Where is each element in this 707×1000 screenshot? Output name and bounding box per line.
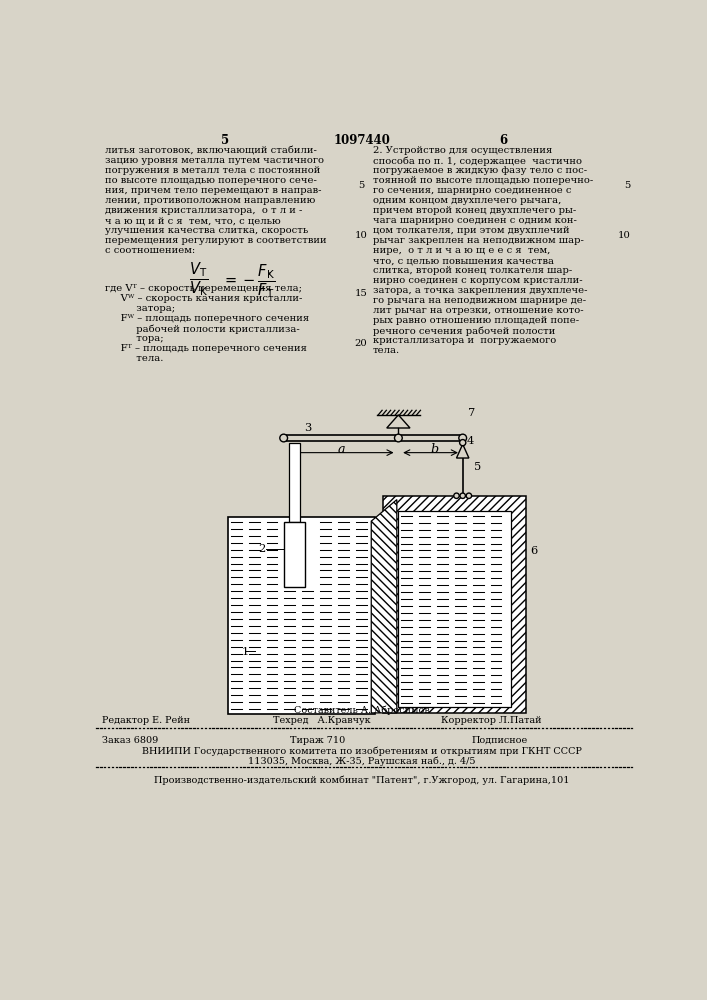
Text: Fᵀ – площадь поперечного сечения: Fᵀ – площадь поперечного сечения	[105, 344, 308, 353]
Text: ч а ю щ и й с я  тем, что, с целью: ч а ю щ и й с я тем, что, с целью	[105, 216, 281, 225]
Text: способа по п. 1, содержащее  частично: способа по п. 1, содержащее частично	[373, 156, 582, 166]
Text: b: b	[430, 443, 438, 456]
Text: что, с целью повышения качества: что, с целью повышения качества	[373, 256, 554, 265]
Text: 4: 4	[467, 436, 474, 446]
Text: го сечения, шарнирно соединенное с: го сечения, шарнирно соединенное с	[373, 186, 571, 195]
Polygon shape	[457, 444, 469, 458]
Text: одним концом двухплечего рычага,: одним концом двухплечего рычага,	[373, 196, 561, 205]
Circle shape	[454, 493, 460, 498]
Text: тела.: тела.	[105, 354, 164, 363]
Text: Подписное: Подписное	[472, 736, 528, 745]
Text: затора;: затора;	[105, 304, 175, 313]
Circle shape	[459, 434, 467, 442]
Text: нирно соединен с корпусом кристалли-: нирно соединен с корпусом кристалли-	[373, 276, 583, 285]
Text: лении, противоположном направлению: лении, противоположном направлению	[105, 196, 316, 205]
Text: Заказ 6809: Заказ 6809	[103, 736, 158, 745]
Text: ,: ,	[267, 263, 271, 276]
Text: 3: 3	[304, 423, 311, 433]
Text: слитка, второй конец толкателя шар-: слитка, второй конец толкателя шар-	[373, 266, 572, 275]
Text: чага шарнирно соединен с одним кон-: чага шарнирно соединен с одним кон-	[373, 216, 577, 225]
Text: 2: 2	[258, 544, 265, 554]
Polygon shape	[371, 500, 397, 713]
Text: Корректор Л.Патай: Корректор Л.Патай	[441, 716, 542, 725]
Text: нире,  о т л и ч а ю щ е е с я  тем,: нире, о т л и ч а ю щ е е с я тем,	[373, 246, 550, 255]
Text: ВНИИПИ Государственного комитета по изобретениям и открытиям при ГКНТ СССР: ВНИИПИ Государственного комитета по изоб…	[142, 746, 582, 756]
Bar	[228, 517, 375, 714]
Text: улучшения качества слитка, скорость: улучшения качества слитка, скорость	[105, 226, 309, 235]
Text: движения кристаллизатора,  о т л и -: движения кристаллизатора, о т л и -	[105, 206, 303, 215]
Text: тоянной по высоте площадью поперечно-: тоянной по высоте площадью поперечно-	[373, 176, 593, 185]
Text: 5: 5	[358, 181, 364, 190]
Text: 5: 5	[624, 181, 631, 190]
Circle shape	[460, 493, 465, 498]
Text: 113035, Москва, Ж-35, Раушская наб., д. 4/5: 113035, Москва, Ж-35, Раушская наб., д. …	[248, 756, 476, 766]
Text: 6: 6	[499, 134, 507, 147]
Bar	[289, 443, 300, 522]
Text: 6: 6	[530, 546, 537, 556]
Text: цом толкателя, при этом двухплечий: цом толкателя, при этом двухплечий	[373, 226, 569, 235]
Text: Техред   А.Кравчук: Техред А.Кравчук	[273, 716, 370, 725]
Bar	[284, 522, 305, 587]
Text: 20: 20	[355, 339, 368, 348]
Text: 7: 7	[468, 408, 475, 418]
Text: 2. Устройство для осуществления: 2. Устройство для осуществления	[373, 146, 552, 155]
Text: 5: 5	[221, 134, 230, 147]
Text: Fᵂ – площадь поперечного сечения: Fᵂ – площадь поперечного сечения	[105, 314, 310, 323]
Text: кристаллизатора и  погружаемого: кристаллизатора и погружаемого	[373, 336, 556, 345]
Text: $= -\dfrac{F_{\rm K}}{F_{\rm T}}$: $= -\dfrac{F_{\rm K}}{F_{\rm T}}$	[222, 262, 275, 300]
Text: 1: 1	[242, 647, 249, 657]
Text: тела.: тела.	[373, 346, 400, 355]
Text: Составитель А. Абросимов: Составитель А. Абросимов	[294, 705, 430, 715]
Text: Vᵂ – скорость качания кристалли-: Vᵂ – скорость качания кристалли-	[105, 294, 303, 303]
Text: причем второй конец двухплечего ры-: причем второй конец двухплечего ры-	[373, 206, 576, 215]
Text: где Vᵀ – скорость перемещения тела;: где Vᵀ – скорость перемещения тела;	[105, 284, 303, 293]
Text: 1097440: 1097440	[334, 134, 390, 147]
Circle shape	[466, 493, 472, 498]
Text: по высоте площадью поперечного сече-: по высоте площадью поперечного сече-	[105, 176, 317, 185]
Circle shape	[280, 434, 288, 442]
Text: го рычага на неподвижном шарнире де-: го рычага на неподвижном шарнире де-	[373, 296, 586, 305]
Text: 5: 5	[474, 462, 481, 472]
Polygon shape	[387, 415, 410, 428]
Bar	[284, 435, 462, 441]
Text: рых равно отношению площадей попе-: рых равно отношению площадей попе-	[373, 316, 579, 325]
Text: литья заготовок, включающий стабили-: литья заготовок, включающий стабили-	[105, 146, 317, 155]
Circle shape	[395, 434, 402, 442]
Text: рабочей полости кристаллиза-: рабочей полости кристаллиза-	[105, 324, 300, 334]
Circle shape	[460, 440, 466, 446]
Text: с соотношением:: с соотношением:	[105, 246, 196, 255]
Text: тора;: тора;	[105, 334, 164, 343]
Bar	[383, 496, 526, 713]
Text: Редактор Е. Рейн: Редактор Е. Рейн	[103, 716, 190, 725]
Text: затора, а точка закрепления двухплече-: затора, а точка закрепления двухплече-	[373, 286, 588, 295]
Text: лит рычаг на отрезки, отношение кото-: лит рычаг на отрезки, отношение кото-	[373, 306, 583, 315]
Bar	[398, 511, 510, 707]
Text: зацию уровня металла путем частичного: зацию уровня металла путем частичного	[105, 156, 325, 165]
Text: Производственно-издательский комбинат "Патент", г.Ужгород, ул. Гагарина,101: Производственно-издательский комбинат "П…	[154, 775, 570, 785]
Text: перемещения регулируют в соответствии: перемещения регулируют в соответствии	[105, 236, 327, 245]
Text: ния, причем тело перемещают в направ-: ния, причем тело перемещают в направ-	[105, 186, 322, 195]
Text: погружения в металл тела с постоянной: погружения в металл тела с постоянной	[105, 166, 321, 175]
Text: речного сечения рабочей полости: речного сечения рабочей полости	[373, 326, 555, 336]
Text: a: a	[337, 443, 345, 456]
Text: рычаг закреплен на неподвижном шар-: рычаг закреплен на неподвижном шар-	[373, 236, 584, 245]
Text: $\dfrac{V_{\rm T}}{V_{\rm K}}$: $\dfrac{V_{\rm T}}{V_{\rm K}}$	[189, 260, 209, 298]
Text: 10: 10	[618, 231, 631, 240]
Text: Тираж 710: Тираж 710	[290, 736, 345, 745]
Text: погружаемое в жидкую фазу тело с пос-: погружаемое в жидкую фазу тело с пос-	[373, 166, 587, 175]
Text: 10: 10	[355, 231, 368, 240]
Text: 15: 15	[355, 289, 368, 298]
